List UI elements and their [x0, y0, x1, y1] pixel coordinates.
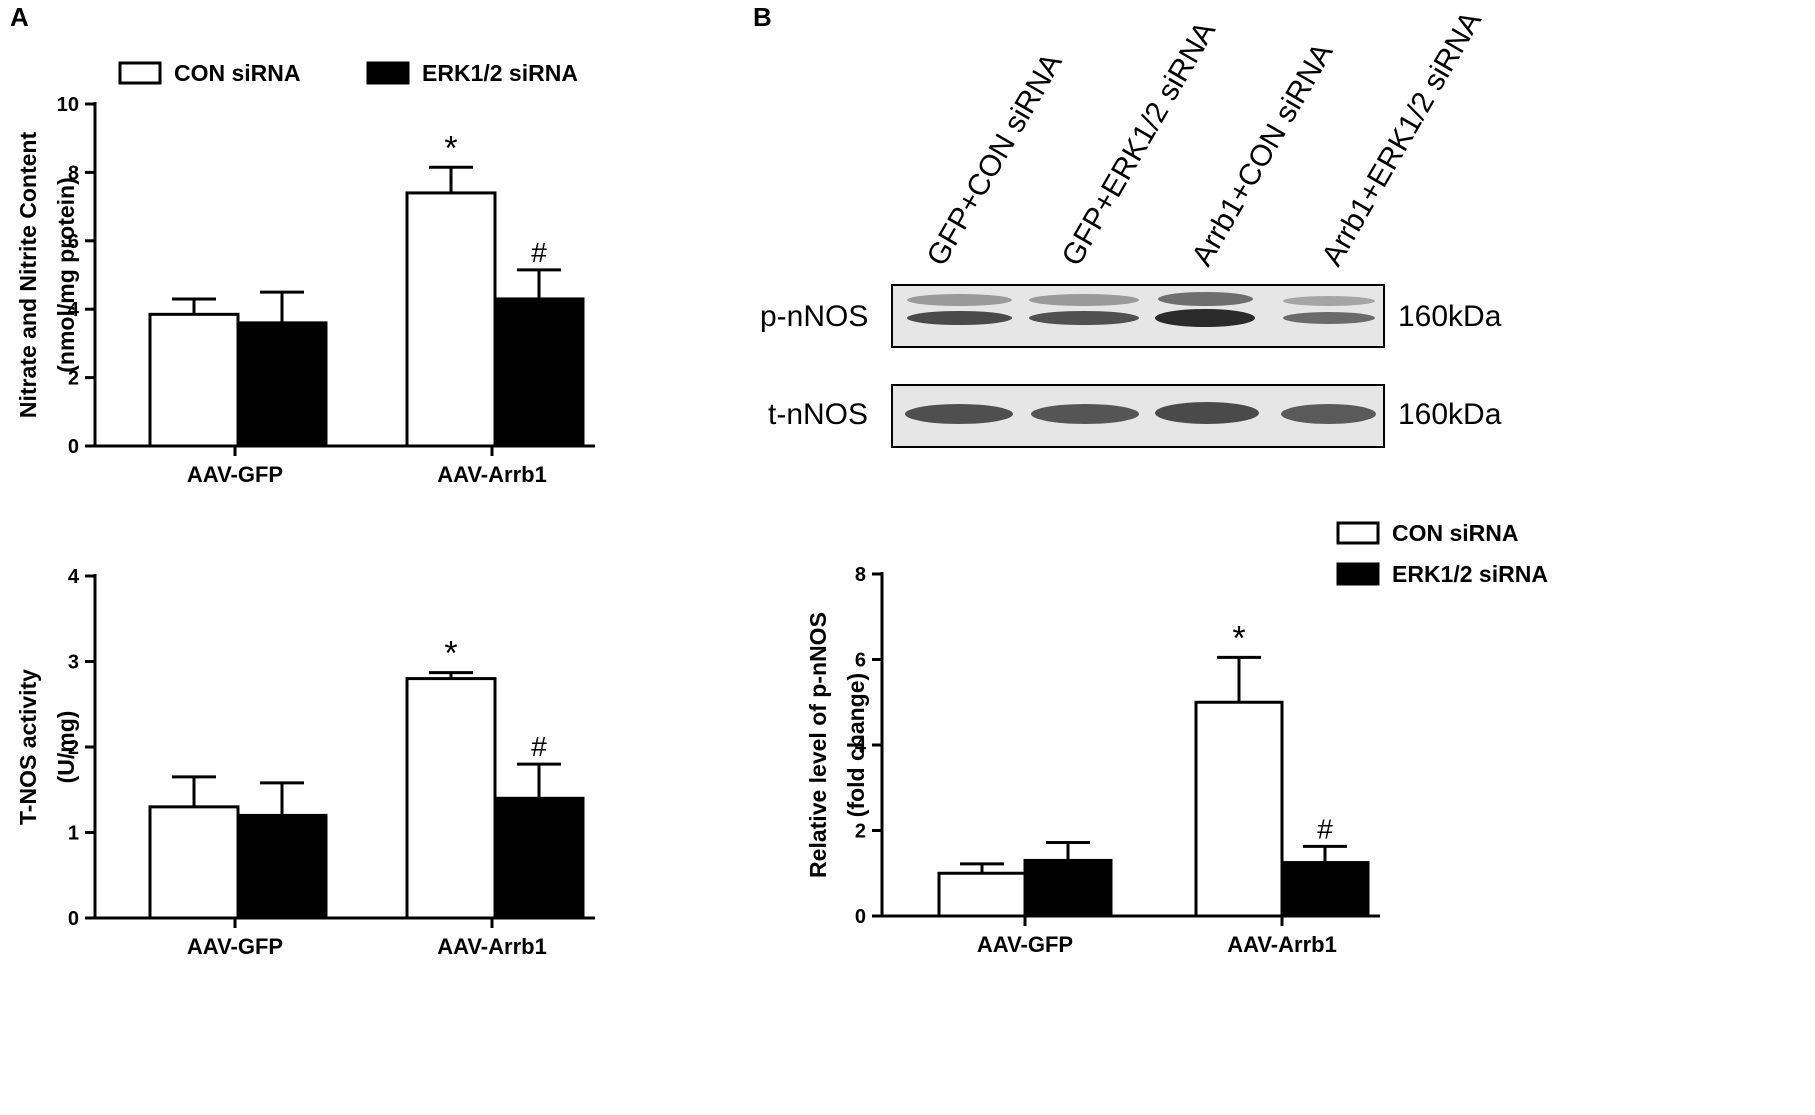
- bar: [1023, 858, 1113, 918]
- y-axis-label: (nmol/mg protein): [53, 177, 79, 372]
- blot-kda-label: 160kDa: [1398, 398, 1502, 431]
- blot-band: [1031, 404, 1139, 424]
- blot-row-label: p-nNOS: [760, 300, 869, 333]
- blot-strip-p-nnos: [891, 284, 1385, 348]
- x-category-label: AAV-GFP: [977, 932, 1073, 957]
- x-category-label: AAV-Arrb1: [437, 462, 547, 487]
- y-tick-label: 0: [68, 908, 79, 930]
- bar: [1280, 861, 1370, 918]
- y-tick-label: 8: [855, 564, 866, 586]
- bar-chart-3: 0 2 4 6 8 AAV-GFP AAV-Arrb1 Relative level of p…: [805, 564, 1380, 957]
- y-tick-label: 0: [68, 436, 79, 458]
- legend-label: CON siRNA: [1392, 520, 1519, 546]
- bar: [148, 805, 240, 920]
- y-tick-label: 1: [68, 823, 79, 845]
- y-tick-label: 10: [57, 94, 79, 116]
- legend-b: CON siRNA ERK1/2 siRNA: [1336, 520, 1548, 587]
- panel-letter-a: A: [10, 2, 29, 32]
- bar-chart-2: 0 1 2 3 4 AAV-GFP AAV-Arrb1 T-NOS activity (U/mg…: [15, 566, 595, 959]
- legend-swatch: [1336, 521, 1380, 545]
- significance-mark: *: [444, 635, 457, 673]
- bar: [236, 321, 328, 448]
- y-tick-label: 2: [855, 821, 866, 843]
- y-axis-label: (fold change): [843, 673, 869, 817]
- blot-band: [1029, 294, 1139, 306]
- blot-row-label: t-nNOS: [768, 398, 869, 431]
- y-tick-label: 8: [68, 162, 79, 184]
- legend-label: ERK1/2 siRNA: [1392, 561, 1548, 587]
- bar: [148, 312, 240, 448]
- legend-swatch: [366, 61, 410, 85]
- significance-mark: *: [444, 129, 457, 167]
- blot-strip-t-nnos: [891, 384, 1385, 448]
- blot-band: [907, 311, 1012, 325]
- bar-chart-1: 0 2 4 6 8 10 AAV-GFP AAV-Arrb1 Nitrate and Nitri…: [15, 94, 595, 487]
- significance-mark: #: [1317, 813, 1333, 844]
- legend-a: CON siRNA ERK1/2 siRNA: [118, 60, 578, 86]
- significance-mark: *: [1232, 619, 1245, 657]
- blot-band: [1283, 296, 1375, 306]
- blot-kda-label: 160kDa: [1398, 300, 1502, 333]
- x-category-label: AAV-Arrb1: [437, 934, 547, 959]
- y-tick-label: 6: [855, 650, 866, 672]
- legend-label: CON siRNA: [174, 60, 301, 86]
- legend-swatch: [1336, 562, 1380, 586]
- significance-mark: #: [531, 731, 547, 762]
- y-tick-label: 2: [68, 368, 79, 390]
- legend-swatch: [118, 61, 162, 85]
- y-tick-label: 4: [68, 566, 80, 588]
- blot-band: [1155, 402, 1259, 424]
- y-axis-label: T-NOS activity: [15, 669, 41, 825]
- blot-band: [1158, 292, 1253, 306]
- y-axis-label: Nitrate and Nitrite Content: [15, 132, 41, 419]
- x-category-label: AAV-GFP: [187, 934, 283, 959]
- y-tick-label: 2: [68, 737, 79, 759]
- bar: [405, 191, 497, 448]
- blot-band: [1281, 404, 1376, 424]
- y-tick-label: 4: [855, 735, 867, 757]
- blot-band: [907, 294, 1012, 306]
- blot-band: [1029, 311, 1139, 325]
- y-tick-label: 4: [68, 299, 80, 321]
- bar: [1194, 700, 1284, 918]
- blot-band: [1283, 312, 1375, 324]
- bar: [937, 871, 1027, 918]
- x-category-label: AAV-Arrb1: [1227, 932, 1337, 957]
- bar: [236, 813, 328, 920]
- y-tick-label: 3: [68, 652, 79, 674]
- y-axis-label: (U/mg): [53, 711, 79, 784]
- blot-band: [1155, 309, 1255, 327]
- panel-letter-b: B: [753, 2, 772, 32]
- bar: [493, 796, 585, 920]
- legend-label: ERK1/2 siRNA: [422, 60, 578, 86]
- y-tick-label: 6: [68, 231, 79, 253]
- x-category-label: AAV-GFP: [187, 462, 283, 487]
- y-tick-label: 0: [855, 906, 866, 928]
- bar: [405, 677, 497, 920]
- significance-mark: #: [531, 237, 547, 268]
- blot-band: [905, 404, 1013, 424]
- y-axis-label: Relative level of p-nNOS: [805, 612, 831, 878]
- bar: [493, 297, 585, 448]
